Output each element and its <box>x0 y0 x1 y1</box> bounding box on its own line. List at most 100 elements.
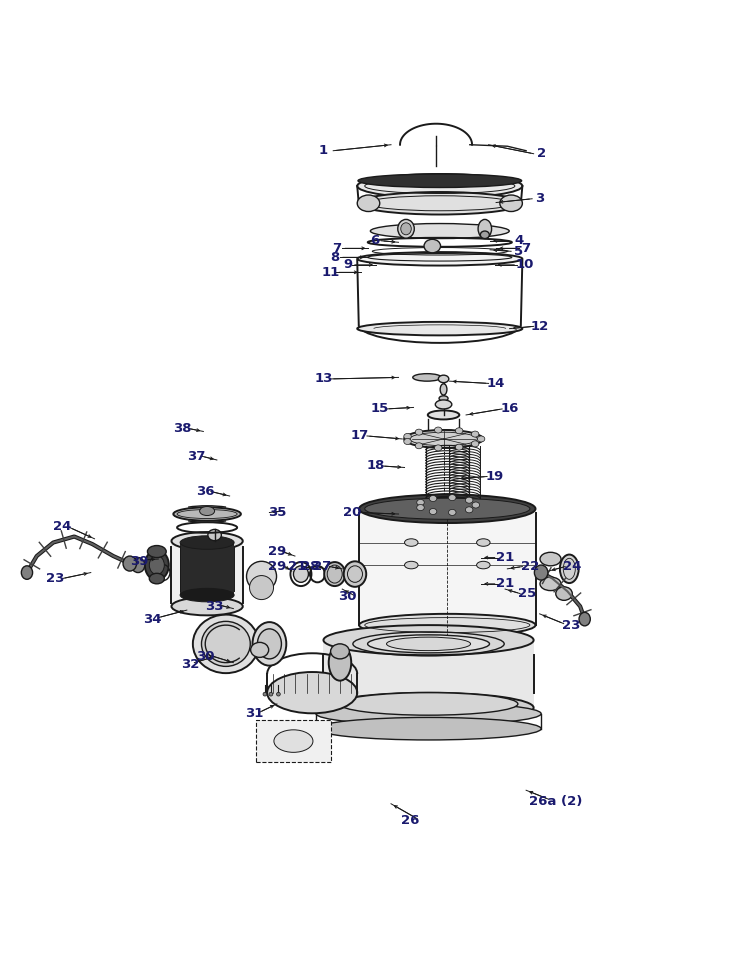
Ellipse shape <box>173 508 241 520</box>
Text: 30: 30 <box>338 590 356 603</box>
Text: 31: 31 <box>245 708 264 720</box>
Ellipse shape <box>150 573 165 584</box>
Ellipse shape <box>316 703 541 725</box>
Ellipse shape <box>208 529 221 541</box>
Ellipse shape <box>358 174 522 187</box>
Ellipse shape <box>448 510 456 515</box>
Text: 33: 33 <box>205 600 224 612</box>
Text: 8: 8 <box>330 251 339 264</box>
Ellipse shape <box>456 427 463 434</box>
Ellipse shape <box>401 222 411 235</box>
Text: 38: 38 <box>173 422 192 435</box>
Ellipse shape <box>404 430 483 448</box>
Ellipse shape <box>477 562 490 568</box>
Text: 18: 18 <box>367 460 385 472</box>
Ellipse shape <box>405 562 418 568</box>
Ellipse shape <box>267 672 357 713</box>
Ellipse shape <box>21 565 32 579</box>
Text: 4: 4 <box>514 234 523 247</box>
Text: 27: 27 <box>313 560 331 573</box>
Ellipse shape <box>500 195 523 212</box>
Polygon shape <box>171 541 243 607</box>
Ellipse shape <box>560 555 579 583</box>
Text: 2: 2 <box>537 147 546 160</box>
Ellipse shape <box>150 556 165 574</box>
Ellipse shape <box>199 507 214 515</box>
Ellipse shape <box>404 438 411 445</box>
Ellipse shape <box>323 693 534 722</box>
Ellipse shape <box>417 498 478 513</box>
Ellipse shape <box>428 430 459 439</box>
Ellipse shape <box>250 575 274 600</box>
Ellipse shape <box>357 174 523 198</box>
FancyBboxPatch shape <box>256 720 331 761</box>
Ellipse shape <box>540 553 561 565</box>
Ellipse shape <box>365 498 530 519</box>
Text: 6: 6 <box>370 234 379 247</box>
Text: 30: 30 <box>196 650 214 663</box>
Ellipse shape <box>435 400 452 409</box>
Ellipse shape <box>415 429 423 435</box>
Ellipse shape <box>250 642 268 658</box>
Ellipse shape <box>132 558 145 572</box>
Ellipse shape <box>440 384 447 395</box>
Text: 37: 37 <box>186 450 205 463</box>
Text: 3: 3 <box>535 192 544 205</box>
Text: 11: 11 <box>322 266 340 279</box>
Ellipse shape <box>540 577 561 591</box>
Polygon shape <box>180 543 234 595</box>
Ellipse shape <box>171 598 243 615</box>
Ellipse shape <box>368 635 490 653</box>
Ellipse shape <box>478 220 492 238</box>
Ellipse shape <box>324 563 345 586</box>
Ellipse shape <box>438 375 449 382</box>
Text: 20: 20 <box>343 506 361 519</box>
Ellipse shape <box>456 444 463 450</box>
Ellipse shape <box>417 500 424 506</box>
Ellipse shape <box>413 373 441 381</box>
Ellipse shape <box>316 717 541 740</box>
Ellipse shape <box>439 396 448 401</box>
Ellipse shape <box>556 587 572 601</box>
Ellipse shape <box>171 532 243 550</box>
Polygon shape <box>359 513 535 625</box>
Ellipse shape <box>145 550 169 580</box>
Ellipse shape <box>429 509 437 514</box>
Ellipse shape <box>472 441 479 447</box>
Text: 34: 34 <box>143 612 162 625</box>
Ellipse shape <box>247 562 277 591</box>
Text: 32: 32 <box>180 658 199 670</box>
Ellipse shape <box>371 223 509 238</box>
Ellipse shape <box>180 536 234 550</box>
Ellipse shape <box>193 614 259 673</box>
Text: 13: 13 <box>314 372 332 385</box>
Ellipse shape <box>331 644 350 659</box>
Text: 23: 23 <box>46 572 64 585</box>
Text: 39: 39 <box>130 555 149 567</box>
Text: 24: 24 <box>53 519 71 532</box>
Text: 15: 15 <box>371 403 389 416</box>
Ellipse shape <box>472 502 480 508</box>
Ellipse shape <box>357 321 523 335</box>
Text: 24: 24 <box>563 560 582 573</box>
Ellipse shape <box>435 427 442 433</box>
Ellipse shape <box>465 507 473 513</box>
Ellipse shape <box>180 588 234 602</box>
Ellipse shape <box>415 443 423 449</box>
Ellipse shape <box>269 692 273 696</box>
Ellipse shape <box>417 505 424 511</box>
Text: 16: 16 <box>500 403 519 416</box>
Text: 35: 35 <box>268 506 286 519</box>
Ellipse shape <box>579 612 590 626</box>
Ellipse shape <box>465 497 473 503</box>
Ellipse shape <box>428 411 459 419</box>
Text: 29: 29 <box>268 560 286 573</box>
Text: 25: 25 <box>518 587 537 600</box>
Ellipse shape <box>202 621 250 666</box>
Ellipse shape <box>257 629 281 659</box>
Text: 23: 23 <box>562 618 581 632</box>
Ellipse shape <box>424 239 441 253</box>
Text: 28: 28 <box>301 560 319 573</box>
Text: 21: 21 <box>288 560 306 573</box>
Text: 7: 7 <box>522 242 531 255</box>
